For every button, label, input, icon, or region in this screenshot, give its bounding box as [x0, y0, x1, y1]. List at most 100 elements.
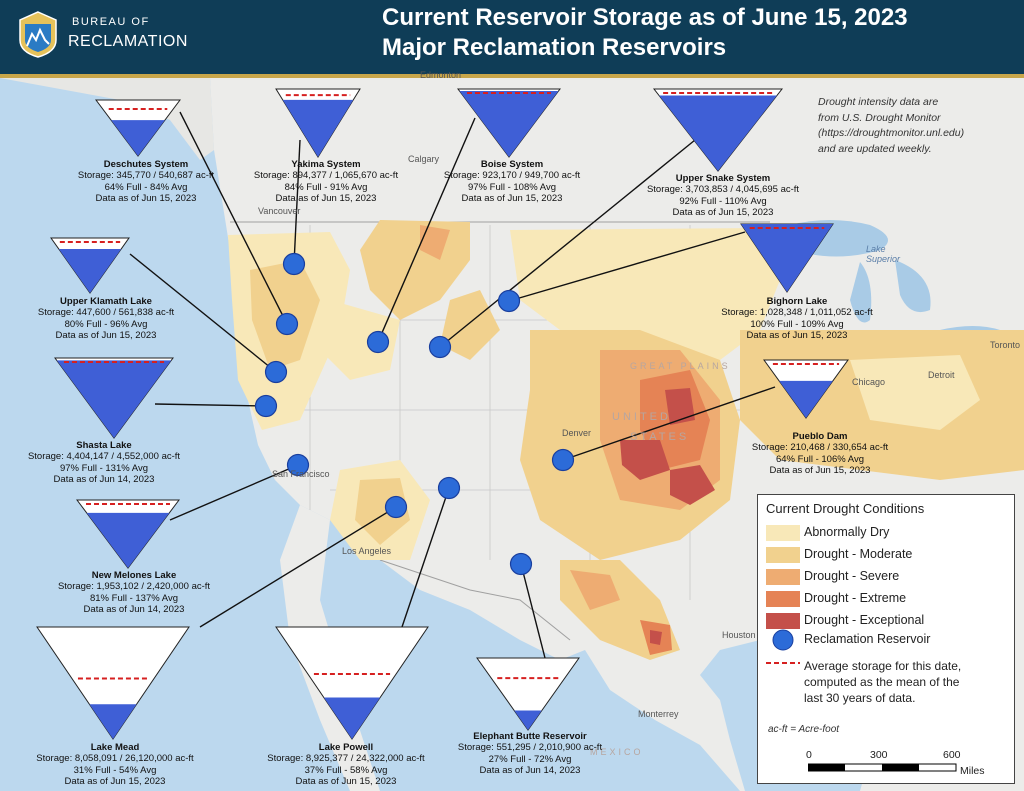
water-level-pueblo-dam — [779, 380, 833, 418]
reservoir-marker-upper-klamath-lake[interactable] — [264, 360, 288, 384]
reservoir-date: Data as of Jun 15, 2023 — [461, 193, 563, 205]
reservoir-pct: 64% Full - 84% Avg — [104, 181, 188, 193]
reservoir-marker-new-melones-lake[interactable] — [286, 453, 310, 477]
reservoir-marker-yakima-system[interactable] — [282, 252, 306, 276]
legend-swatch — [766, 591, 800, 607]
acft-note: ac-ft = Acre-foot — [768, 724, 840, 735]
reservoir-date: Data as of Jun 15, 2023 — [95, 193, 197, 205]
reservoir-pct: 81% Full - 137% Avg — [89, 592, 178, 604]
legend-swatch — [766, 569, 800, 585]
reservoir-name: Pueblo Dam — [792, 431, 848, 442]
reservoir-date: Data as of Jun 15, 2023 — [55, 330, 157, 342]
label-houston: Houston — [722, 630, 756, 640]
water-level-new-melones-lake — [86, 512, 170, 568]
legend-swatch — [766, 525, 800, 541]
legend-label: Drought - Severe — [804, 569, 900, 583]
reservoir-storage: Storage: 345,770 / 540,687 ac-ft — [77, 170, 215, 182]
reservoir-date: Data as of Jun 15, 2023 — [746, 330, 848, 342]
label-lake-superior: Lake Superior — [866, 244, 901, 264]
reservoir-marker-lake-mead[interactable] — [384, 495, 408, 519]
drought-areas — [228, 220, 1024, 660]
reservoir-gauge-new-melones-lake — [76, 499, 180, 569]
reservoir-label-lake-powell: Lake Powell Storage: 8,925,377 / 24,322,0… — [267, 742, 424, 788]
legend-avg-label: Average storage for this date, computed … — [804, 659, 962, 705]
reservoir-pct: 37% Full - 58% Avg — [304, 764, 388, 776]
reservoir-date: Data as of Jun 15, 2023 — [64, 776, 166, 788]
label-los-angeles: Los Angeles — [342, 546, 392, 556]
label-states: STATES — [630, 431, 690, 443]
leader-line-lake-mead — [199, 506, 397, 628]
reservoir-marker-upper-snake-system[interactable] — [428, 335, 452, 359]
reservoir-storage: Storage: 1,028,348 / 1,011,052 ac-ft — [721, 307, 873, 319]
reservoir-gauges — [36, 88, 849, 740]
water-level-upper-snake-system — [659, 95, 777, 171]
reservoir-date: Data as of Jun 15, 2023 — [295, 776, 397, 788]
label-calgary: Calgary — [408, 154, 440, 164]
reservoir-date: Data as of Jun 15, 2023 — [672, 207, 774, 219]
leader-line-boise-system — [377, 117, 476, 343]
reservoir-label-boise-system: Boise System Storage: 923,170 / 949,700 a… — [444, 159, 580, 205]
leader-line-upper-klamath-lake — [129, 253, 277, 373]
water-level-shasta-lake — [56, 360, 172, 438]
reservoir-marker-pueblo-dam[interactable] — [551, 448, 575, 472]
reservoir-name: Bighorn Lake — [766, 296, 828, 307]
reservoir-label-deschutes-system: Deschutes System Storage: 345,770 / 540,6… — [78, 159, 214, 205]
reservoir-marker-shasta-lake[interactable] — [254, 394, 278, 418]
reservoir-storage: Storage: 447,600 / 561,838 ac-ft — [37, 307, 175, 319]
leader-line-deschutes-system — [179, 111, 288, 325]
label-vancouver: Vancouver — [258, 206, 301, 216]
leader-line-shasta-lake — [154, 403, 267, 407]
legend: Current Drought Conditions Abnormally Dr… — [757, 494, 1015, 784]
leader-line-new-melones-lake — [169, 464, 299, 521]
legend-swatch — [766, 547, 800, 563]
legend-reservoir-label: Reclamation Reservoir — [804, 632, 931, 646]
water-level-elephant-butte-reservoir — [514, 710, 542, 730]
reservoir-marker-lake-powell[interactable] — [437, 476, 461, 500]
reservoir-storage: Storage: 1,953,102 / 2,420,000 ac-ft — [57, 581, 211, 593]
legend-title: Current Drought Conditions — [766, 501, 925, 516]
label-denver: Denver — [562, 428, 592, 438]
reservoir-storage: Storage: 551,295 / 2,010,900 ac-ft — [457, 742, 603, 754]
reservoir-pct: 80% Full - 96% Avg — [64, 318, 148, 330]
water-level-lake-powell — [323, 697, 381, 739]
reservoir-marker-bighorn-lake[interactable] — [497, 289, 521, 313]
reservoir-pct: 92% Full - 110% Avg — [679, 195, 767, 207]
reservoir-label-pueblo-dam: Pueblo Dam Storage: 210,468 / 330,654 ac-… — [752, 431, 888, 477]
reservoir-storage: Storage: 894,377 / 1,065,670 ac-ft — [253, 170, 399, 182]
reservoir-name: Lake Mead — [90, 742, 140, 753]
reservoir-name: Upper Klamath Lake — [60, 296, 152, 307]
scale-bar: 0 300 600 Miles — [806, 749, 985, 777]
leader-line-pueblo-dam — [562, 386, 776, 461]
reservoir-marker-deschutes-system[interactable] — [275, 312, 299, 336]
reservoir-marker-boise-system[interactable] — [366, 330, 390, 354]
reservoir-pct: 27% Full - 72% Avg — [488, 753, 572, 765]
leader-line-lake-powell — [401, 487, 450, 628]
reservoir-label-upper-klamath-lake: Upper Klamath Lake Storage: 447,600 / 561… — [38, 296, 174, 342]
reservoir-pct: 97% Full - 131% Avg — [59, 462, 148, 474]
lake-michigan — [850, 262, 872, 323]
legend-reservoir-icon — [772, 629, 794, 651]
reservoir-gauge-lake-powell — [275, 626, 429, 740]
reservoir-label-yakima-system: Yakima System Storage: 894,377 / 1,065,67… — [254, 159, 398, 205]
reservoir-storage: Storage: 8,058,091 / 26,120,000 ac-ft — [36, 753, 194, 765]
data-source-note: Drought intensity data are from U.S. Dro… — [818, 96, 965, 155]
leader-line-elephant-butte-reservoir — [520, 563, 546, 659]
reservoir-marker-elephant-butte-reservoir[interactable] — [509, 552, 533, 576]
leader-lines — [129, 111, 776, 659]
water-level-yakima-system — [282, 99, 354, 157]
leader-line-upper-snake-system — [439, 139, 696, 348]
reservoir-date: Data as of Jun 14, 2023 — [53, 474, 155, 486]
land-alaska-edge — [0, 78, 214, 160]
label-detroit: Detroit — [928, 370, 955, 380]
reservoir-gauge-shasta-lake — [54, 357, 174, 439]
water-level-upper-klamath-lake — [58, 249, 122, 293]
reservoir-pct: 64% Full - 106% Avg — [775, 453, 865, 465]
reservoir-name: Upper Snake System — [675, 173, 771, 184]
page-title: Current Reservoir Storage as of June 15,… — [382, 4, 908, 31]
reservoir-pct: 97% Full - 108% Avg — [467, 181, 557, 193]
reservoir-name: Yakima System — [291, 159, 361, 170]
leader-line-bighorn-lake — [508, 231, 746, 302]
reservoir-label-lake-mead: Lake Mead Storage: 8,058,091 / 26,120,000… — [36, 742, 193, 788]
water-level-deschutes-system — [111, 120, 165, 156]
